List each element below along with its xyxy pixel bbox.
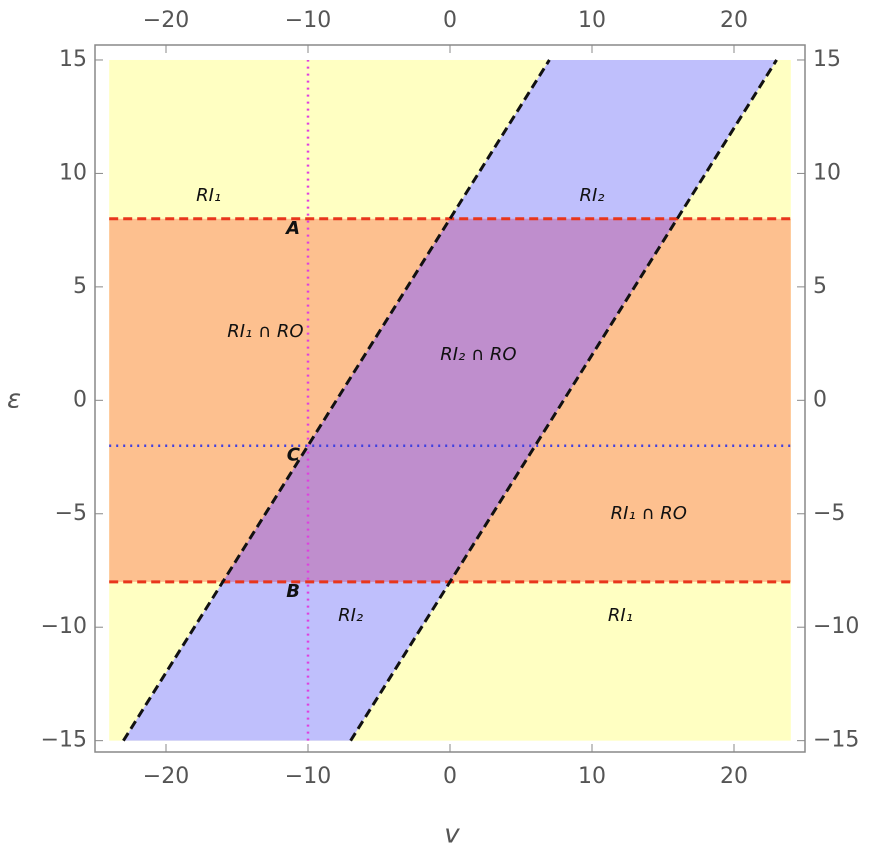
x-tick-label-top: −10 (285, 8, 331, 33)
y-tick-label: 0 (73, 387, 87, 412)
region-label: RI₂ ∩ RO (440, 344, 516, 365)
x-tick-label-top: 0 (443, 8, 457, 33)
y-tick-label-right: −10 (813, 614, 859, 639)
y-tick-label: 5 (73, 274, 87, 299)
y-tick-label: −15 (41, 728, 87, 753)
point-label: A (284, 218, 300, 239)
x-tick-label-top: 10 (578, 8, 606, 33)
y-tick-label-right: 0 (813, 387, 827, 412)
y-tick-label: −5 (55, 501, 87, 526)
overlap-region (222, 218, 678, 582)
region-label: RI₂ (338, 605, 363, 626)
x-tick-label: 0 (443, 764, 457, 789)
region-label: RI₁ (608, 605, 633, 626)
x-tick-label: −10 (285, 764, 331, 789)
y-tick-label: 15 (59, 47, 87, 72)
y-tick-label-right: −5 (813, 501, 845, 526)
diag-boundary (122, 59, 551, 742)
diag-boundary (349, 59, 778, 742)
y-tick-label-right: −15 (813, 728, 859, 753)
x-axis-label: v (444, 820, 460, 850)
y-axis-label: ε (7, 385, 21, 415)
x-tick-label-top: 20 (720, 8, 748, 33)
region-label: RI₂ (579, 185, 604, 206)
y-tick-label-right: 10 (813, 160, 841, 185)
region-label: RI₁ (196, 185, 221, 206)
x-tick-label: −20 (143, 764, 189, 789)
y-tick-label: 10 (59, 160, 87, 185)
region-label: RI₁ ∩ RO (611, 503, 687, 524)
x-tick-label: 20 (720, 764, 748, 789)
y-tick-label: −10 (41, 614, 87, 639)
x-tick-label: 10 (578, 764, 606, 789)
y-tick-label-right: 15 (813, 47, 841, 72)
region-label: RI₁ ∩ RO (227, 321, 303, 342)
y-tick-label-right: 5 (813, 274, 827, 299)
x-tick-label-top: −20 (143, 8, 189, 33)
point-label: C (287, 445, 301, 466)
point-label: B (286, 581, 300, 602)
